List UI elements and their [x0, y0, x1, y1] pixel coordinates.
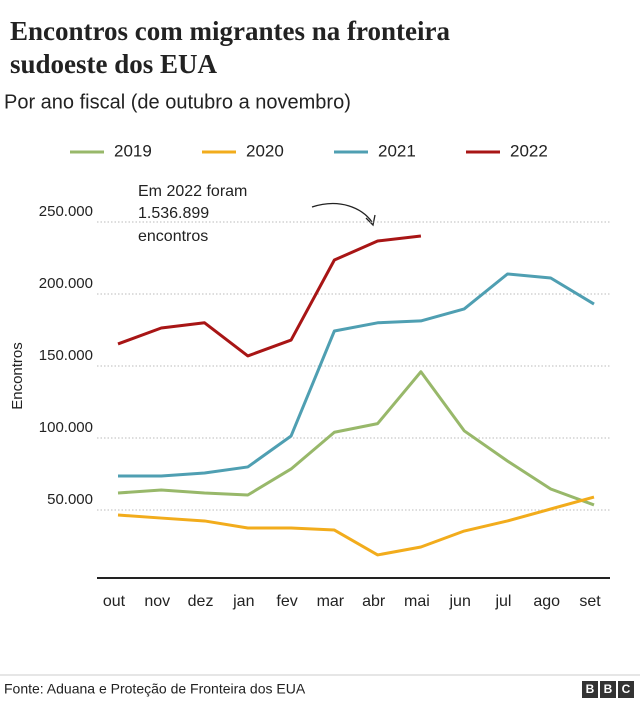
x-tick-label: jan [232, 593, 254, 610]
legend-label: 2022 [510, 141, 548, 160]
legend-label: 2019 [114, 141, 152, 160]
x-tick-label: fev [276, 593, 297, 610]
logo-box [600, 681, 616, 698]
x-tick-label: out [103, 593, 126, 610]
y-tick-label: 100.000 [39, 419, 93, 436]
y-tick-label: 150.000 [39, 347, 93, 364]
y-axis-label: Encontros [9, 342, 26, 410]
annotation-arrow [311, 203, 373, 223]
line-series [117, 370, 595, 507]
x-tick-label: abr [362, 593, 386, 610]
logo-letter: B [586, 682, 595, 696]
chart-title: Encontros com migrantes na fronteira [10, 16, 450, 46]
legend-label: 2020 [246, 141, 284, 160]
line-series [117, 234, 422, 358]
x-tick-label: nov [144, 593, 170, 610]
x-tick-label: set [579, 593, 601, 610]
y-tick-label: 250.000 [39, 203, 93, 220]
legend-label: 2021 [378, 141, 416, 160]
line-series [117, 495, 595, 557]
annotation: 1.536.899 [138, 205, 209, 222]
logo-box [618, 681, 634, 698]
annotation: Em 2022 foram [138, 183, 247, 200]
x-tick-label: jul [494, 593, 511, 610]
y-tick-label: 50.000 [47, 491, 93, 508]
x-tick-label: mai [404, 593, 430, 610]
logo-letter: C [622, 682, 631, 696]
annotation: encontros [138, 228, 208, 245]
x-tick-label: dez [188, 593, 214, 610]
x-tick-label: mar [317, 593, 345, 610]
y-tick-label: 200.000 [39, 275, 93, 292]
chart-subtitle: Por ano fiscal (de outubro a novembro) [4, 91, 351, 113]
line-series [118, 272, 595, 478]
logo: B B C [582, 681, 634, 698]
x-tick-label: jun [449, 593, 471, 610]
x-tick-label: ago [533, 593, 560, 610]
chart-title: sudoeste dos EUA [10, 49, 218, 79]
logo-box [582, 681, 598, 698]
logo-letter: B [604, 682, 613, 696]
annotation-arrow [365, 214, 376, 227]
source: Fonte: Aduana e Proteção de Fronteira do… [4, 681, 306, 697]
